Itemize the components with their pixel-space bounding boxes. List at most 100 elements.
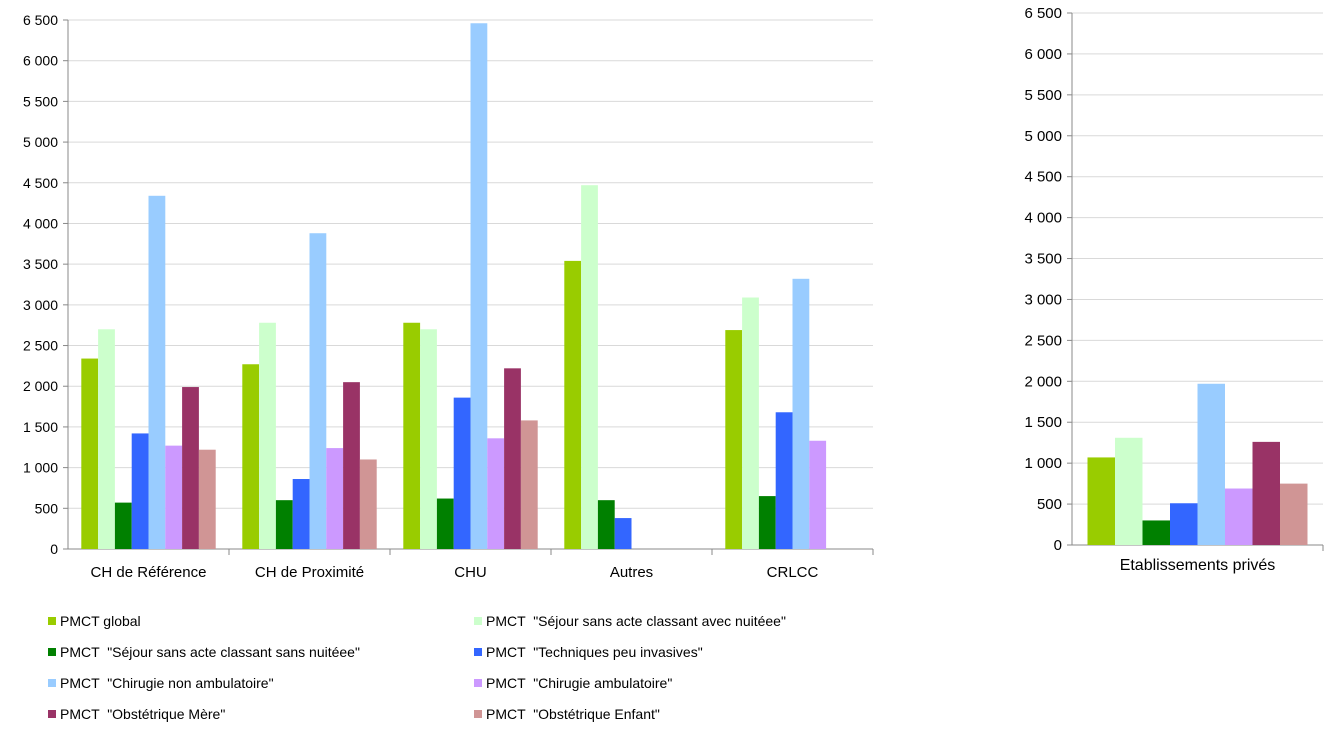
main-bar bbox=[81, 358, 99, 549]
main-bar bbox=[309, 233, 327, 549]
legend-item: PMCT global bbox=[48, 612, 141, 630]
main-y-tick-label: 2 500 bbox=[23, 338, 58, 354]
private-y-tick-label: 1 000 bbox=[1024, 455, 1062, 472]
main-y-tick-label: 4 500 bbox=[23, 175, 58, 191]
private-y-tick-label: 6 000 bbox=[1024, 46, 1062, 63]
legend-item: PMCT "Obstétrique Mère" bbox=[48, 705, 225, 723]
main-bar bbox=[326, 448, 344, 549]
main-bar bbox=[403, 322, 421, 549]
main-bar bbox=[725, 330, 743, 549]
main-bar bbox=[359, 459, 377, 549]
legend-label: PMCT "Séjour sans acte classant sans nui… bbox=[60, 644, 360, 660]
legend-item: PMCT "Séjour sans acte classant sans nui… bbox=[48, 643, 360, 661]
main-bar bbox=[792, 278, 810, 549]
private-y-tick-label: 4 500 bbox=[1024, 169, 1062, 186]
main-bar bbox=[420, 329, 437, 549]
private-y-tick-label: 5 000 bbox=[1024, 128, 1062, 145]
main-bar bbox=[292, 479, 310, 549]
private-y-tick-label: 5 500 bbox=[1024, 87, 1062, 104]
legend-label: PMCT "Séjour sans acte classant avec nui… bbox=[486, 613, 786, 629]
main-bar bbox=[564, 260, 582, 549]
main-bar bbox=[343, 382, 360, 549]
legend-swatch bbox=[48, 679, 56, 687]
private-bar bbox=[1252, 441, 1280, 545]
main-bar bbox=[242, 364, 260, 549]
main-bar bbox=[259, 322, 276, 549]
main-y-tick-label: 500 bbox=[35, 500, 59, 516]
main-y-tick-label: 5 500 bbox=[23, 93, 58, 109]
main-bar bbox=[131, 433, 149, 549]
private-bar bbox=[1197, 383, 1225, 545]
main-y-tick-label: 1 500 bbox=[23, 419, 58, 435]
main-y-tick-label: 2 000 bbox=[23, 378, 58, 394]
main-y-tick-label: 6 000 bbox=[23, 53, 58, 69]
main-bar bbox=[98, 329, 115, 549]
private-y-tick-label: 4 000 bbox=[1024, 210, 1062, 227]
main-bar bbox=[742, 297, 759, 549]
main-category-label: CH de Référence bbox=[91, 564, 207, 581]
main-bar bbox=[182, 387, 199, 549]
legend-swatch bbox=[48, 617, 56, 625]
main-y-tick-label: 5 000 bbox=[23, 134, 58, 150]
private-bar bbox=[1280, 483, 1308, 545]
legend-label: PMCT "Chirugie non ambulatoire" bbox=[60, 675, 274, 691]
private-bar bbox=[1087, 457, 1115, 545]
legend-label: PMCT global bbox=[60, 613, 141, 629]
main-bar bbox=[581, 185, 598, 550]
main-category-label: CHU bbox=[454, 564, 487, 581]
main-y-tick-label: 1 000 bbox=[23, 460, 58, 476]
private-bar bbox=[1142, 520, 1170, 545]
private-category-label: Etablissements privés bbox=[1120, 557, 1276, 574]
main-y-tick-label: 0 bbox=[50, 541, 58, 557]
main-bar bbox=[148, 195, 166, 549]
main-y-tick-label: 3 000 bbox=[23, 297, 58, 313]
legend-swatch bbox=[474, 648, 482, 656]
private-y-tick-label: 6 500 bbox=[1024, 5, 1062, 22]
main-bar bbox=[614, 518, 632, 549]
legend-item: PMCT "Séjour sans acte classant avec nui… bbox=[474, 612, 786, 630]
main-y-tick-label: 4 000 bbox=[23, 215, 58, 231]
legend-label: PMCT "Obstétrique Mère" bbox=[60, 706, 226, 722]
legend-swatch bbox=[48, 710, 56, 718]
main-bar bbox=[114, 502, 132, 549]
main-bar bbox=[520, 420, 538, 549]
private-y-tick-label: 2 500 bbox=[1024, 332, 1062, 349]
legend-item: PMCT "Techniques peu invasives" bbox=[474, 643, 703, 661]
legend-label: PMCT "Techniques peu invasives" bbox=[486, 644, 703, 660]
private-y-tick-label: 3 500 bbox=[1024, 251, 1062, 268]
main-bar bbox=[275, 500, 293, 549]
legend-item: PMCT "Obstétrique Enfant" bbox=[474, 705, 660, 723]
legend-swatch bbox=[48, 648, 56, 656]
main-bar bbox=[597, 500, 615, 549]
main-bar bbox=[470, 23, 488, 550]
private-y-tick-label: 0 bbox=[1054, 537, 1062, 554]
main-bar bbox=[809, 440, 827, 549]
legend-swatch bbox=[474, 710, 482, 718]
private-bar bbox=[1115, 437, 1143, 545]
legend-label: PMCT "Chirugie ambulatoire" bbox=[486, 675, 673, 691]
legend-swatch bbox=[474, 679, 482, 687]
main-bar bbox=[453, 397, 471, 549]
private-y-tick-label: 2 000 bbox=[1024, 373, 1062, 390]
main-category-label: CH de Proximité bbox=[255, 564, 364, 581]
main-bar bbox=[436, 498, 454, 549]
private-y-tick-label: 3 000 bbox=[1024, 291, 1062, 308]
legend-label: PMCT "Obstétrique Enfant" bbox=[486, 706, 660, 722]
main-y-tick-label: 6 500 bbox=[23, 12, 58, 28]
main-category-label: Autres bbox=[610, 564, 653, 581]
main-bar bbox=[198, 449, 216, 549]
main-bar bbox=[758, 496, 776, 549]
private-y-tick-label: 500 bbox=[1037, 496, 1062, 513]
private-bar bbox=[1170, 503, 1198, 545]
main-bar bbox=[165, 445, 183, 549]
main-bar bbox=[775, 412, 793, 549]
legend-item: PMCT "Chirugie ambulatoire" bbox=[474, 674, 672, 692]
main-category-label: CRLCC bbox=[767, 564, 819, 581]
private-bar bbox=[1225, 488, 1253, 545]
legend-item: PMCT "Chirugie non ambulatoire" bbox=[48, 674, 274, 692]
main-bar bbox=[504, 368, 521, 549]
legend-swatch bbox=[474, 617, 482, 625]
main-bar bbox=[487, 438, 505, 549]
